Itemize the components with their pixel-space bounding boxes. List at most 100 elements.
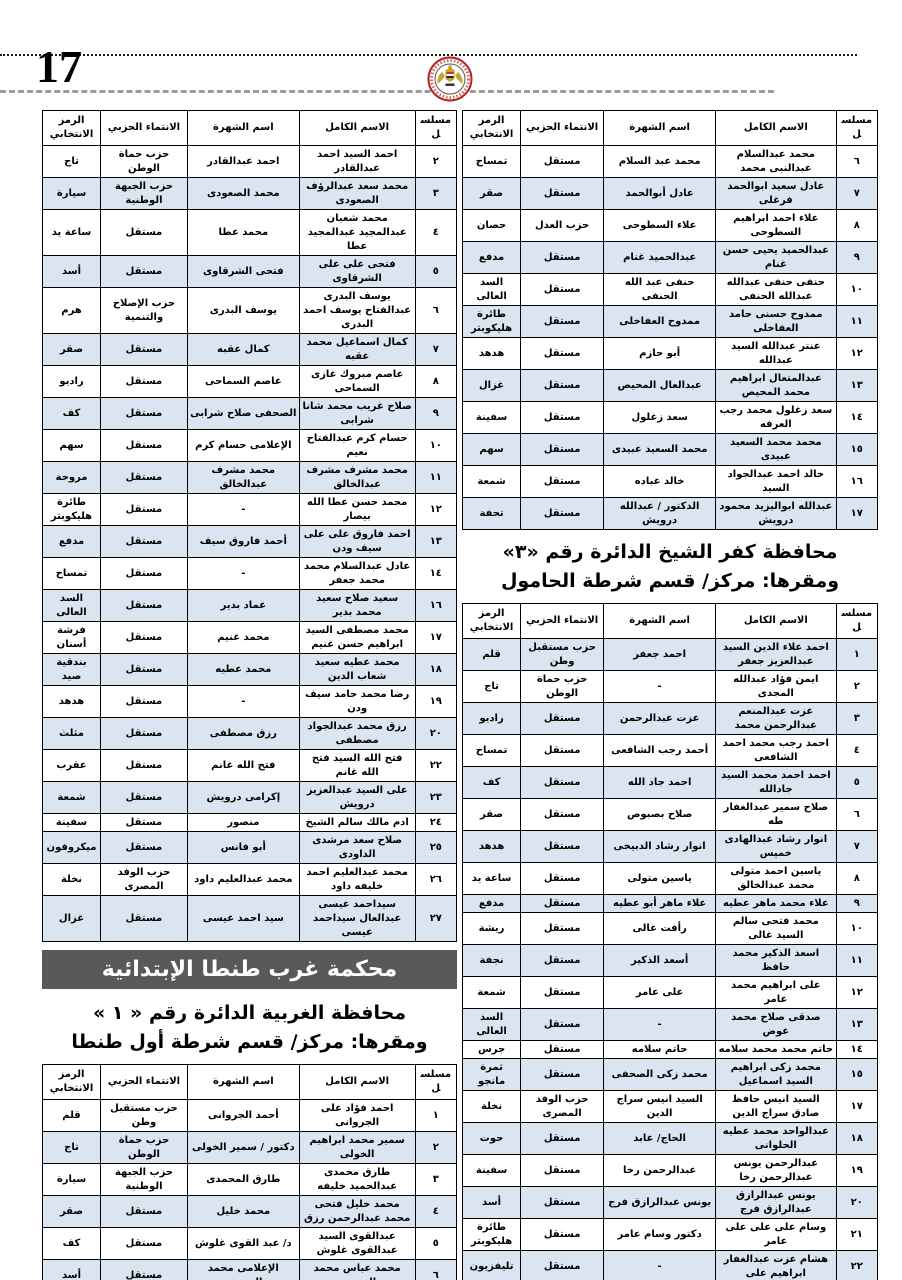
column-header: الرمز الانتخابي: [42, 110, 101, 146]
full-name-cell: محمد مشرف مشرف عبدالخالق: [298, 461, 416, 494]
party-cell: مستقل: [100, 493, 188, 526]
nickname-cell: أحمد الجروانى: [186, 1099, 300, 1132]
right-column: مسلسل الاسم الكامل اسم الشهرة الانتماء الحز…: [461, 110, 878, 1280]
serial-cell: ٩: [835, 241, 878, 274]
party-cell: مستقل: [520, 1058, 605, 1091]
candidate-row: ١٥ محمد زكى ابراهيم السيد اسماعيل محمد زكى…: [461, 1058, 878, 1091]
full-name-cell: علاء محمد ماهر عطيه: [715, 894, 837, 913]
column-header: مسلسل: [414, 110, 458, 146]
party-cell: مستقل: [100, 813, 188, 832]
symbol-cell: حصان: [461, 209, 522, 242]
symbol-cell: كف: [42, 397, 101, 430]
full-name-cell: احمد علاء الدين السيد عبدالعزيز جعفر: [715, 638, 837, 671]
nickname-cell: محمد غنيم: [186, 621, 300, 654]
party-cell: حزب الجبهة الوطنية: [100, 1163, 188, 1196]
full-name-cell: انوار رشاد عبدالهادى خميس: [715, 830, 837, 863]
serial-cell: ١٩: [414, 685, 458, 718]
candidates-table-kafr-elsheikh-continued: مسلسل الاسم الكامل اسم الشهرة الانتماء الحز…: [461, 110, 878, 530]
candidate-row: ١٧ السيد انيس حافظ صادق سراج الدين السيد ا…: [461, 1090, 878, 1123]
serial-cell: ١٩: [835, 1154, 878, 1187]
left-column: مسلسل الاسم الكامل اسم الشهرة الانتماء الحز…: [42, 110, 458, 1280]
symbol-cell: السد العالى: [42, 589, 101, 622]
nickname-cell: حنفى عبد الله الحنفى: [603, 273, 717, 306]
full-name-cell: على ابراهيم محمد عامر: [715, 976, 837, 1009]
symbol-cell: كف: [461, 766, 522, 799]
serial-cell: ١٧: [414, 621, 458, 654]
party-cell: مستقل: [520, 177, 605, 210]
party-cell: حزب الإصلاح والتنمية: [100, 287, 188, 334]
candidate-row: ٧ كمال اسماعيل محمد عقبه كمال عقبه مستقل صقر: [42, 333, 458, 366]
party-cell: مستقل: [520, 766, 605, 799]
column-header: الانتماء الحزبي: [100, 110, 188, 146]
party-cell: مستقل: [520, 912, 605, 945]
party-cell: مستقل: [100, 429, 188, 462]
full-name-cell: صلاح سمير عبدالغفار طه: [715, 798, 837, 831]
serial-cell: ١: [835, 638, 878, 671]
full-name-cell: عبدالحميد يحيى حسن غنام: [715, 241, 837, 274]
candidate-row: ١١ اسعد الذكير محمد حافظ أسعد الذكير مستقل ن…: [461, 944, 878, 977]
party-cell: مستقل: [100, 895, 188, 942]
nickname-cell: علاء ماهر أبو عطيه: [603, 894, 717, 913]
nickname-cell: الصحفى صلاح شرابى: [186, 397, 300, 430]
full-name-cell: محمد فتحى سالم السيد غالى: [715, 912, 837, 945]
candidate-row: ٩ عبدالحميد يحيى حسن غنام عبدالحميد غنام مس…: [461, 241, 878, 274]
candidate-row: ١٠ محمد فتحى سالم السيد غالى رأفت غالى مستق…: [461, 912, 878, 945]
symbol-cell: هدهد: [461, 830, 522, 863]
nickname-cell: د/ عبد القوى غلوش: [186, 1227, 300, 1260]
dotted-separator: [0, 54, 857, 56]
party-cell: مستقل: [100, 781, 188, 814]
party-cell: مستقل: [520, 1040, 605, 1059]
symbol-cell: راديو: [42, 365, 101, 398]
symbol-cell: مدفع: [461, 894, 522, 913]
serial-cell: ١٣: [835, 369, 878, 402]
party-cell: مستقل: [520, 1008, 605, 1041]
full-name-cell: ايمن فؤاد عبدالله المجدى: [715, 670, 837, 703]
candidate-row: ١٢ على ابراهيم محمد عامر على عامر مستقل شمعة: [461, 976, 878, 1009]
serial-cell: ١: [414, 1099, 458, 1132]
serial-cell: ١٠: [835, 912, 878, 945]
nickname-cell: الدكتور / عبدالله درويش: [603, 497, 717, 530]
candidate-row: ٢٢ فتح الله السيد فتح الله غانم فتح الله غ…: [42, 749, 458, 782]
nickname-cell: على عامر: [603, 976, 717, 1009]
nickname-cell: علاء السطوحى: [603, 209, 717, 242]
symbol-cell: مدفع: [461, 241, 522, 274]
nickname-cell: رأفت غالى: [603, 912, 717, 945]
full-name-cell: سيداحمد عيسى عبدالعال سيداحمد عيسى: [298, 895, 416, 942]
party-cell: مستقل: [520, 1186, 605, 1219]
symbol-cell: أسد: [461, 1186, 522, 1219]
serial-cell: ٢٠: [835, 1186, 878, 1219]
serial-cell: ٢٧: [414, 895, 458, 942]
candidate-row: ٢ ايمن فؤاد عبدالله المجدى - حزب حماة الوطن…: [461, 670, 878, 703]
symbol-cell: صقر: [461, 798, 522, 831]
nickname-cell: انوار رشاد الدبيخى: [603, 830, 717, 863]
candidate-row: ٤ احمد رجب محمد احمد الشافعى أحمد رجب الشا…: [461, 734, 878, 767]
symbol-cell: السد العالى: [461, 1008, 522, 1041]
column-header: اسم الشهرة: [603, 603, 717, 639]
serial-cell: ١٧: [835, 1090, 878, 1123]
candidates-table-kafr-elsheikh-district-3: مسلسل الاسم الكامل اسم الشهرة الانتماء الحز…: [461, 603, 878, 1280]
party-cell: مستقل: [100, 685, 188, 718]
symbol-cell: سفينة: [461, 401, 522, 434]
symbol-cell: ساعة يد: [461, 862, 522, 895]
symbol-cell: كف: [42, 1227, 101, 1260]
nickname-cell: -: [603, 670, 717, 703]
party-cell: مستقل: [520, 369, 605, 402]
nickname-cell: ممدوح العفاخلى: [603, 305, 717, 338]
full-name-cell: احمد فؤاد على الجروانى: [298, 1099, 416, 1132]
symbol-cell: هدهد: [461, 337, 522, 370]
party-cell: حزب الجبهة الوطنية: [100, 177, 188, 210]
candidate-row: ١٨ محمد عطيه سعيد شعاب الدين محمد عطيه مستق…: [42, 653, 458, 686]
symbol-cell: تمساح: [461, 734, 522, 767]
column-header: الرمز الانتخابي: [461, 603, 522, 639]
party-cell: مستقل: [100, 397, 188, 430]
party-cell: مستقل: [520, 241, 605, 274]
nickname-cell: -: [186, 493, 300, 526]
full-name-cell: عادل عبدالسلام محمد محمد جعفر: [298, 557, 416, 590]
serial-cell: ٢٦: [414, 863, 458, 896]
candidate-row: ٢٠ يونس عبدالرازق عبدالرازق فرج يونس عبدال…: [461, 1186, 878, 1219]
header-row: مسلسل الاسم الكامل اسم الشهرة الانتماء الحز…: [42, 110, 458, 146]
serial-cell: ٢٢: [835, 1250, 878, 1280]
full-name-cell: يوسف البدرى عبدالفتاح يوسف احمد البدرى: [298, 287, 416, 334]
candidate-row: ٤ محمد شعبان عبدالمجيد عبدالمجيد عطا محمد …: [42, 209, 458, 256]
column-header: الاسم الكامل: [715, 110, 837, 146]
